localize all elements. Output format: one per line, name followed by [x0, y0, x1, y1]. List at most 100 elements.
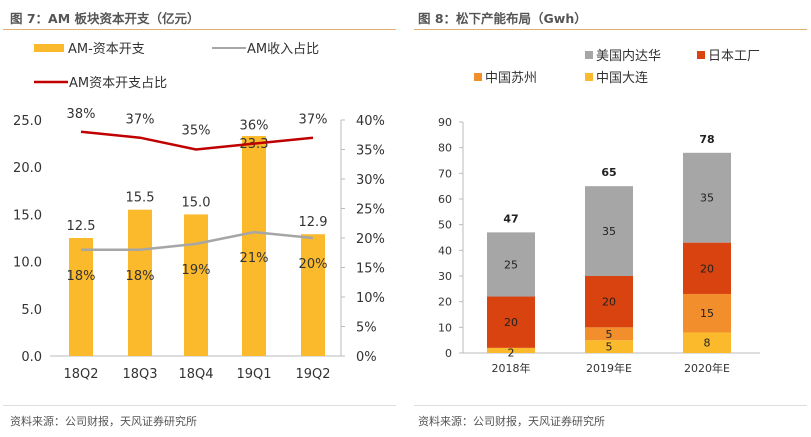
stacked-segment	[683, 332, 731, 353]
legend-label-revenue-share: AM收入占比	[247, 42, 319, 57]
chart2-foot-rule	[414, 405, 807, 406]
right-axis-tick: 25%	[356, 203, 385, 218]
x-axis-tick: 2019年E	[586, 361, 632, 375]
capex-data-label: 12.9	[299, 215, 328, 230]
segment-label: 20	[504, 316, 518, 329]
legend-swatch	[585, 51, 593, 59]
y-axis-tick: 10	[438, 321, 452, 334]
revenue-share-line	[81, 230, 314, 252]
right-axis-tick: 40%	[356, 114, 385, 129]
segment-label: 20	[700, 262, 714, 275]
capex-bar	[184, 214, 208, 356]
stacked-segment	[487, 347, 535, 353]
segment-label: 2	[508, 346, 515, 359]
stacked-segment	[683, 242, 731, 294]
capex-share-line	[80, 130, 314, 151]
stacked-segment	[487, 232, 535, 297]
y-axis-tick: 50	[438, 219, 452, 232]
total-label: 78	[699, 133, 714, 146]
x-axis-tick: 2020年E	[684, 361, 730, 375]
right-axis-tick: 30%	[356, 173, 385, 188]
y-axis-tick: 80	[438, 142, 452, 155]
legend-label-capex: AM-资本开支	[68, 42, 145, 57]
stacked-segment	[487, 296, 535, 348]
left-axis-tick: 25.0	[13, 114, 42, 129]
y-axis-tick: 20	[438, 296, 452, 309]
x-axis-tick: 18Q4	[178, 367, 213, 382]
left-axis-tick: 0.0	[21, 350, 42, 365]
y-axis-tick: 40	[438, 244, 452, 257]
legend-swatch	[585, 73, 593, 81]
revenue-share-label: 18%	[126, 269, 155, 284]
legend-label-capex-share: AM资本开支占比	[69, 76, 167, 91]
stacked-segment	[683, 152, 731, 243]
right-axis-tick: 0%	[356, 350, 377, 365]
capex-share-label: 36%	[240, 119, 269, 134]
x-axis-tick: 18Q2	[63, 367, 98, 382]
legend-label: 美国内达华	[596, 48, 661, 64]
y-axis-tick: 30	[438, 270, 452, 283]
x-axis-tick: 2018年	[492, 361, 531, 375]
chart2-title-rule	[414, 29, 807, 30]
capex-share-label: 38%	[67, 107, 96, 122]
legend-swatch	[697, 51, 705, 59]
segment-label: 25	[504, 258, 518, 271]
y-axis-tick: 70	[438, 167, 452, 180]
right-axis-tick: 35%	[356, 144, 385, 159]
revenue-share-label: 21%	[240, 251, 269, 266]
segment-label: 20	[602, 296, 616, 309]
capex-data-label: 12.5	[67, 219, 96, 234]
segment-label: 15	[700, 307, 714, 320]
capex-share-label: 37%	[299, 113, 328, 128]
legend-label: 日本工厂	[708, 49, 760, 64]
capex-data-label: 15.0	[182, 195, 211, 210]
x-axis-tick: 18Q3	[122, 367, 157, 382]
capex-data-label: 15.5	[126, 191, 155, 206]
legend-swatch	[474, 73, 482, 81]
segment-label: 5	[606, 341, 613, 354]
stacked-segment	[585, 276, 633, 328]
chart1-foot-rule	[3, 405, 396, 406]
x-axis-tick: 19Q2	[295, 367, 330, 382]
stacked-segment	[683, 293, 731, 333]
chart1-title: 图 7：AM 板块资本开支（亿元）	[10, 11, 200, 26]
stacked-segment	[585, 186, 633, 276]
capex-bar	[301, 234, 325, 356]
y-axis-tick: 60	[438, 193, 452, 206]
legend-label: 中国大连	[596, 70, 648, 86]
chart1-source: 资料来源：公司财报，天风证券研究所	[10, 415, 197, 428]
total-label: 65	[601, 166, 616, 179]
capex-share-label: 35%	[182, 124, 211, 139]
left-axis-tick: 5.0	[21, 303, 42, 318]
segment-label: 5	[606, 328, 613, 341]
right-axis-tick: 15%	[356, 262, 385, 277]
capex-bar	[242, 136, 266, 356]
total-label: 47	[503, 212, 518, 225]
right-axis-tick: 20%	[356, 232, 385, 247]
x-axis-tick: 19Q1	[236, 367, 271, 382]
capex-share-label: 37%	[126, 113, 155, 128]
capex-bar	[128, 209, 152, 356]
chart2-title: 图 8：松下产能布局（Gwh）	[418, 11, 587, 26]
left-axis-tick: 15.0	[13, 208, 42, 223]
chart1-title-rule	[3, 29, 396, 30]
right-axis-tick: 5%	[356, 321, 377, 336]
segment-label: 35	[602, 225, 616, 238]
legend-swatch-capex	[34, 44, 64, 52]
segment-label: 35	[700, 192, 714, 205]
stacked-segment	[585, 327, 633, 341]
y-axis-tick: 0	[445, 347, 452, 360]
legend-label: 中国苏州	[485, 70, 537, 86]
revenue-share-label: 18%	[67, 269, 96, 284]
left-axis-tick: 10.0	[13, 256, 42, 271]
segment-label: 8	[704, 337, 711, 350]
y-axis-tick: 90	[438, 116, 452, 129]
revenue-share-label: 20%	[299, 257, 328, 272]
stacked-segment	[585, 340, 633, 353]
right-axis-tick: 10%	[356, 291, 385, 306]
capex-bar	[69, 238, 93, 356]
chart2-source: 资料来源：公司财报，天风证券研究所	[418, 415, 605, 428]
left-axis-tick: 20.0	[13, 161, 42, 176]
revenue-share-label: 19%	[182, 263, 211, 278]
